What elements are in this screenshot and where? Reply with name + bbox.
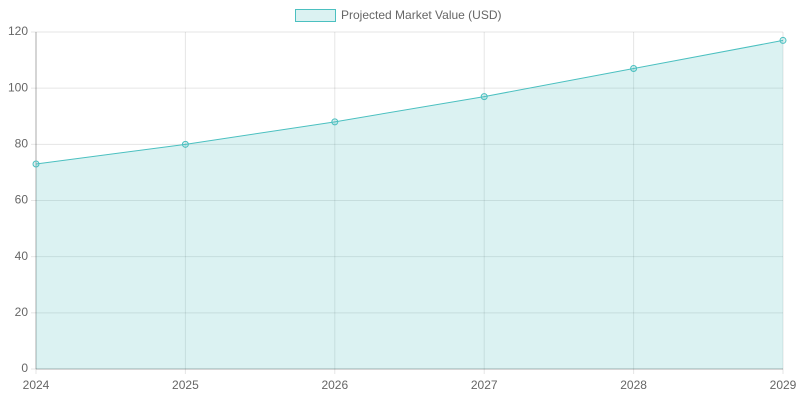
area [36, 40, 783, 370]
y-tick-label: 80 [15, 137, 29, 151]
x-tick-label: 2026 [321, 378, 348, 392]
x-tick-label: 2029 [770, 378, 797, 392]
x-tick-label: 2024 [23, 378, 50, 392]
y-tick-label: 0 [21, 361, 28, 375]
y-tick-label: 20 [15, 305, 29, 319]
legend-swatch [295, 9, 336, 22]
point [331, 118, 339, 126]
y-tick-label: 120 [8, 24, 28, 38]
x-tick-label: 2025 [172, 378, 199, 392]
point [779, 36, 787, 44]
x-tick-label: 2027 [471, 378, 498, 392]
point [630, 65, 638, 73]
point [32, 160, 40, 168]
point [181, 140, 189, 148]
x-tick-label: 2028 [620, 378, 647, 392]
y-tick-label: 60 [15, 193, 29, 207]
legend-label: Projected Market Value (USD) [341, 8, 502, 22]
point [480, 93, 488, 101]
line [35, 39, 784, 165]
y-tick-label: 100 [8, 80, 28, 94]
y-tick-label: 40 [15, 249, 29, 263]
